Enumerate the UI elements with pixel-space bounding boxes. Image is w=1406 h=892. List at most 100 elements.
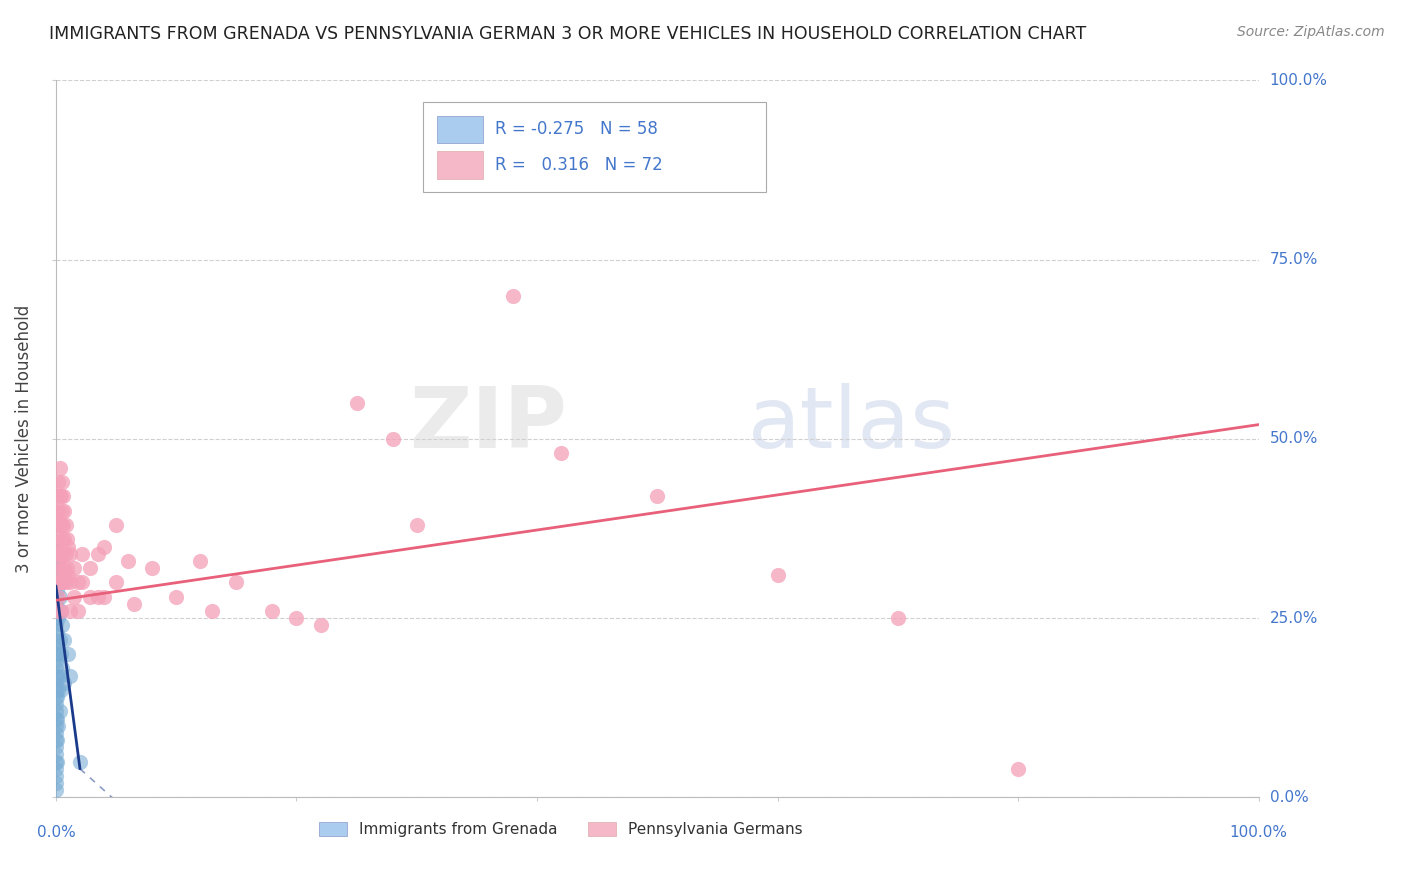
Point <box>45 762 67 776</box>
Point <box>48 632 70 647</box>
Point <box>51 533 73 547</box>
Point <box>46 719 69 733</box>
Point <box>46 554 69 568</box>
Point <box>188 554 211 568</box>
Point <box>46 582 69 597</box>
Point <box>645 489 668 503</box>
Point <box>46 733 69 747</box>
Point <box>46 625 69 640</box>
Point <box>46 611 69 625</box>
Point <box>48 575 70 590</box>
Point <box>45 661 67 675</box>
Point <box>51 561 73 575</box>
Point <box>48 705 70 719</box>
Point <box>53 561 76 575</box>
Point <box>346 396 368 410</box>
Text: 50.0%: 50.0% <box>1270 432 1317 447</box>
Point <box>45 611 67 625</box>
Point <box>502 288 524 302</box>
Point <box>45 712 67 726</box>
Text: Source: ZipAtlas.com: Source: ZipAtlas.com <box>1237 25 1385 39</box>
Point <box>79 590 101 604</box>
Point <box>46 475 69 489</box>
Text: ZIP: ZIP <box>409 384 567 467</box>
Point <box>55 561 77 575</box>
Point <box>46 561 69 575</box>
FancyBboxPatch shape <box>423 102 765 192</box>
Point <box>381 432 404 446</box>
Point <box>141 561 163 575</box>
Point <box>45 561 67 575</box>
FancyBboxPatch shape <box>437 116 482 143</box>
Point <box>309 618 332 632</box>
Point <box>45 503 67 517</box>
Point <box>49 518 72 533</box>
Point <box>46 690 69 704</box>
Point <box>225 575 247 590</box>
Point <box>45 755 67 769</box>
Legend: Immigrants from Grenada, Pennsylvania Germans: Immigrants from Grenada, Pennsylvania Ge… <box>314 816 808 844</box>
Point <box>53 675 76 690</box>
Point <box>46 604 69 618</box>
Point <box>45 698 67 712</box>
Text: R = -0.275   N = 58: R = -0.275 N = 58 <box>495 120 658 138</box>
Point <box>45 783 67 797</box>
Point <box>56 647 79 661</box>
Point <box>465 174 488 188</box>
Point <box>93 590 115 604</box>
Point <box>262 604 284 618</box>
Point <box>165 590 187 604</box>
Point <box>46 547 69 561</box>
Point <box>53 632 76 647</box>
Point <box>52 518 75 533</box>
Text: 25.0%: 25.0% <box>1270 611 1317 625</box>
Point <box>45 690 67 704</box>
Point <box>46 533 69 547</box>
Point <box>45 597 67 611</box>
Point <box>45 632 67 647</box>
Point <box>45 618 67 632</box>
Point <box>46 604 69 618</box>
Text: atlas: atlas <box>748 384 956 467</box>
Point <box>59 604 82 618</box>
Point <box>87 547 110 561</box>
Point <box>51 661 73 675</box>
Point <box>45 747 67 762</box>
Point <box>46 575 69 590</box>
Point <box>59 668 82 682</box>
Point <box>48 668 70 682</box>
Point <box>49 489 72 503</box>
Point <box>45 668 67 682</box>
Point <box>405 518 427 533</box>
Y-axis label: 3 or more Vehicles in Household: 3 or more Vehicles in Household <box>15 305 32 573</box>
Point <box>49 604 72 618</box>
Point <box>766 568 789 582</box>
FancyBboxPatch shape <box>437 152 482 178</box>
Point <box>49 604 72 618</box>
Point <box>45 675 67 690</box>
Text: IMMIGRANTS FROM GRENADA VS PENNSYLVANIA GERMAN 3 OR MORE VEHICLES IN HOUSEHOLD C: IMMIGRANTS FROM GRENADA VS PENNSYLVANIA … <box>49 25 1087 43</box>
Point <box>66 604 89 618</box>
Point <box>45 590 67 604</box>
Point <box>53 503 76 517</box>
Point <box>45 719 67 733</box>
Point <box>46 712 69 726</box>
Point <box>48 489 70 503</box>
Point <box>45 682 67 697</box>
Text: 75.0%: 75.0% <box>1270 252 1317 268</box>
Point <box>49 682 72 697</box>
Point <box>72 575 94 590</box>
Point <box>59 575 82 590</box>
Point <box>45 640 67 654</box>
Point <box>285 611 308 625</box>
Point <box>79 561 101 575</box>
Point <box>55 533 77 547</box>
Point <box>53 533 76 547</box>
Point <box>45 518 67 533</box>
Point <box>51 475 73 489</box>
Point <box>55 518 77 533</box>
Text: 0.0%: 0.0% <box>37 825 76 840</box>
Point <box>45 575 67 590</box>
Point <box>45 769 67 783</box>
Point <box>55 575 77 590</box>
